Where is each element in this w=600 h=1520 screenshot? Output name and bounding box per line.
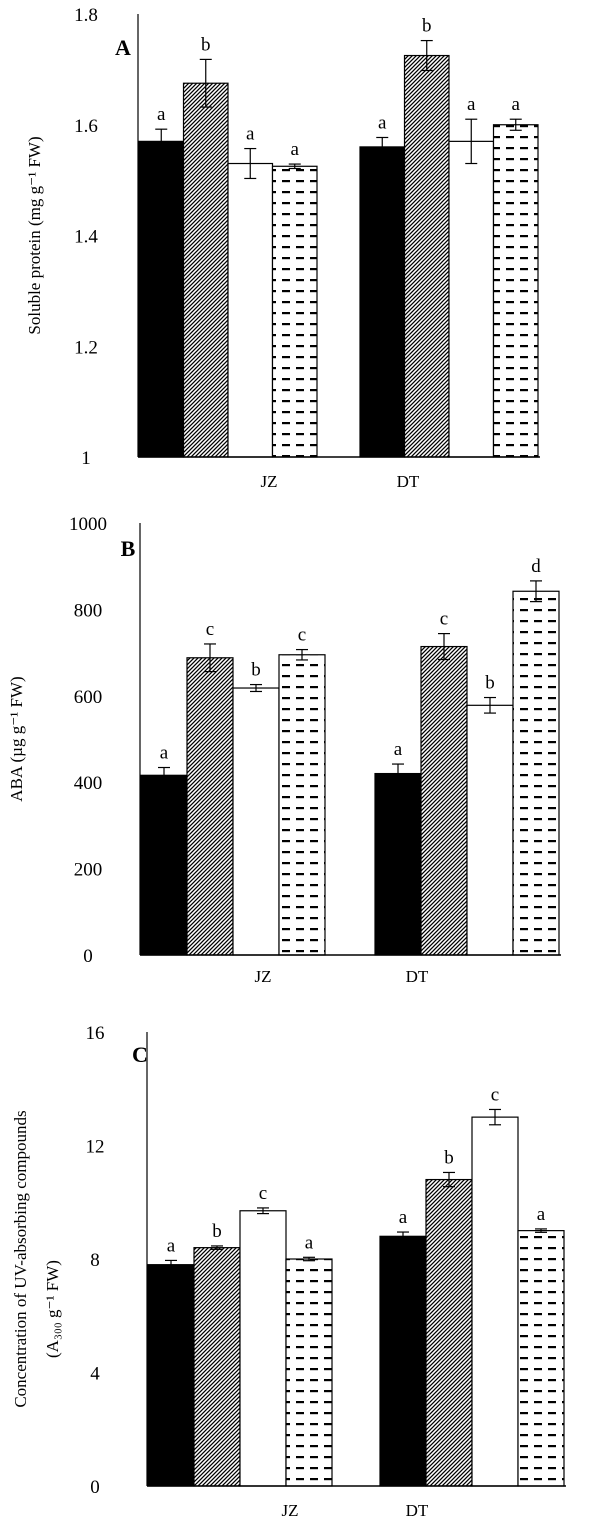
panel-b-significance-letter: c bbox=[298, 625, 306, 646]
panel-b-letter: B bbox=[121, 536, 136, 561]
panel-c-category-jz: JZ bbox=[282, 1501, 299, 1520]
panel-b-bar-jz-3 bbox=[232, 687, 280, 956]
panel-c-bar-dt-2 bbox=[425, 1178, 473, 1487]
panel-c-bar-jz-4 bbox=[285, 1258, 333, 1487]
panel-b-category-dt: DT bbox=[406, 967, 429, 986]
panel-a-significance-letter: a bbox=[246, 124, 255, 145]
panel-b-ylabel: ABA (µg g⁻¹ FW) bbox=[7, 676, 26, 801]
panel-b-ytick-label: 800 bbox=[74, 600, 103, 621]
panel-a-ytick-label: 1.4 bbox=[74, 227, 98, 248]
panel-b-significance-letter: b bbox=[485, 673, 495, 694]
panel-c-ytick-label: 4 bbox=[90, 1364, 100, 1385]
panel-c-ylabel-sub: (A₃₀₀ g⁻¹ FW) bbox=[43, 1260, 62, 1358]
panel-b-bar-dt-3 bbox=[466, 704, 514, 956]
panel-b-bar-dt-1 bbox=[374, 772, 422, 956]
panel-a-significance-letter: a bbox=[378, 112, 387, 133]
panel-c-significance-letter: c bbox=[491, 1084, 499, 1105]
panel-c-significance-letter: a bbox=[399, 1207, 408, 1228]
panel-c-category-dt: DT bbox=[406, 1501, 429, 1520]
panel-a-ytick-label: 1.2 bbox=[74, 337, 98, 358]
panel-c-ylabel: Concentration of UV-absorbing compounds bbox=[11, 1110, 30, 1407]
panel-a-significance-letter: b bbox=[422, 16, 432, 37]
panel-b-bar-dt-2 bbox=[420, 645, 468, 956]
panel-a-ylabel: Soluble protein (mg g⁻¹ FW) bbox=[25, 136, 44, 334]
panel-b-significance-letter: d bbox=[531, 556, 541, 577]
panel-a-category-dt: DT bbox=[397, 472, 420, 491]
panel-c-significance-letter: b bbox=[444, 1147, 454, 1168]
panel-c-significance-letter: b bbox=[212, 1221, 222, 1242]
panel-a-significance-letter: a bbox=[157, 104, 166, 125]
panel-b-bar-jz-1 bbox=[140, 774, 188, 956]
panel-c-significance-letter: a bbox=[537, 1204, 546, 1225]
panel-b-ytick-label: 600 bbox=[74, 687, 103, 708]
panel-a-bar-dt-1 bbox=[359, 146, 406, 458]
panel-b-significance-letter: a bbox=[394, 739, 403, 760]
panel-a-bar-dt-3 bbox=[448, 140, 495, 458]
panel-c-significance-letter: a bbox=[167, 1235, 176, 1256]
panel-a-ytick-label: 1 bbox=[81, 448, 91, 469]
panel-a-bar-jz-4 bbox=[271, 165, 318, 458]
panel-c-bar-dt-1 bbox=[379, 1235, 427, 1487]
panel-a-bar-jz-1 bbox=[138, 140, 185, 458]
panel-c-significance-letter: c bbox=[259, 1183, 267, 1204]
panel-c-bar-jz-3 bbox=[239, 1210, 287, 1487]
panel-b-ytick-label: 400 bbox=[74, 773, 103, 794]
panel-b-category-jz: JZ bbox=[255, 967, 272, 986]
panel-c-bar-jz-1 bbox=[147, 1264, 195, 1487]
panel-b-bar-dt-4 bbox=[512, 590, 560, 956]
panel-b-significance-letter: a bbox=[160, 743, 169, 764]
panel-c-ytick-label: 0 bbox=[90, 1477, 100, 1498]
panel-c-letter: C bbox=[132, 1042, 148, 1067]
panel-a-bar-jz-2 bbox=[182, 82, 229, 458]
panel-b-significance-letter: c bbox=[440, 609, 448, 630]
panel-b-bar-jz-2 bbox=[186, 657, 234, 956]
panel-c-bar-dt-4 bbox=[517, 1230, 565, 1487]
panel-b-bar-jz-4 bbox=[278, 654, 326, 956]
panel-c-significance-letter: a bbox=[305, 1232, 314, 1253]
panel-b-ytick-label: 0 bbox=[83, 946, 93, 967]
panel-a-significance-letter: b bbox=[201, 34, 211, 55]
panel-a-letter: A bbox=[115, 35, 131, 60]
panel-c-ytick-label: 8 bbox=[90, 1250, 100, 1271]
panel-b-ytick-label: 200 bbox=[74, 860, 103, 881]
panel-b-ytick-label: 1000 bbox=[69, 514, 107, 535]
panel-a-category-jz: JZ bbox=[261, 472, 278, 491]
panel-a-significance-letter: a bbox=[291, 139, 300, 160]
panel-b-significance-letter: c bbox=[206, 619, 214, 640]
panel-a-significance-letter: a bbox=[512, 94, 521, 115]
panel-b-significance-letter: b bbox=[251, 660, 261, 681]
panel-a-ytick-label: 1.8 bbox=[74, 5, 98, 26]
panel-a-bar-jz-3 bbox=[227, 162, 274, 458]
panel-a-significance-letter: a bbox=[467, 94, 476, 115]
panel-a-ytick-label: 1.6 bbox=[74, 116, 98, 137]
panel-c-bar-dt-3 bbox=[471, 1116, 519, 1487]
panel-c-ytick-label: 12 bbox=[86, 1137, 105, 1158]
panel-a-bar-dt-2 bbox=[403, 54, 450, 458]
panel-a-bar-dt-4 bbox=[492, 124, 539, 458]
panel-c-bar-jz-2 bbox=[193, 1247, 241, 1487]
panel-c-ytick-label: 16 bbox=[86, 1023, 105, 1044]
